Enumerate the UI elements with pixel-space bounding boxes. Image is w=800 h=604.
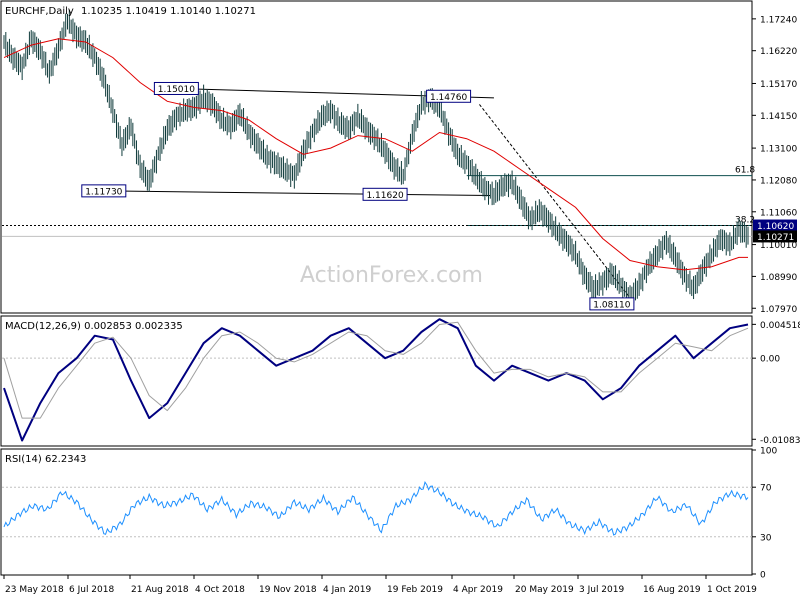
x-tick-label: 6 Jul 2018 (69, 585, 114, 595)
price-tick-label: 1.16220 (760, 47, 797, 57)
x-tick-label: 19 Feb 2019 (387, 585, 443, 595)
macd-series-layer (2, 318, 752, 442)
x-axis: 23 May 2018 6 Jul 2018 21 Aug 2018 4 Oct 20… (3, 575, 757, 595)
rsi-tick-label: 100 (760, 447, 777, 457)
price-label-box (153, 81, 199, 95)
price-tag-text: 1.10271 (757, 233, 794, 243)
rsi-series-layer (2, 481, 752, 538)
macd-panel: 0.004518 0.00 -0.010835 MACD(12,26,9) 0.00… (0, 315, 800, 447)
x-tick-label: 4 Oct 2018 (195, 585, 245, 595)
macd-signal-line (3, 321, 749, 419)
rsi-y-axis: 100 70 30 0 (752, 447, 777, 581)
moving-average-line (3, 38, 748, 271)
rsi-tick-label: 30 (760, 533, 772, 543)
price-label-text: 1.11730 (85, 187, 122, 197)
x-tick-label: 23 May 2018 (5, 585, 64, 595)
x-tick-label: 1 Oct 2019 (707, 585, 757, 595)
price-title: EURCHF,Daily 1.10235 1.10419 1.10140 1.1… (5, 6, 256, 17)
macd-tick-label: -0.010835 (760, 436, 800, 446)
macd-panel-frame (0, 315, 753, 447)
fib-level-label: 38.2 (735, 216, 755, 226)
price-tick-label: 1.12080 (760, 176, 797, 186)
price-label-text: 1.08110 (593, 300, 630, 310)
price-tick-label: 1.11060 (760, 208, 797, 218)
price-tick-label: 1.10010 (760, 241, 797, 251)
ohlc-readout: 1.10235 1.10419 1.10140 1.10271 (81, 6, 256, 17)
lower-trendline (103, 190, 491, 197)
price-label-text: 1.14760 (430, 93, 467, 103)
price-annotations-layer: 1.15010 1.14760 1.11730 1.11620 1.08110 1.106… (81, 81, 797, 311)
price-label-box (81, 184, 127, 198)
symbol-label: EURCHF,Daily (5, 6, 74, 17)
price-tag-text: 1.10620 (757, 222, 794, 232)
rsi-title: RSI(14) 62.2343 (5, 454, 86, 465)
fib-level-label: 61.8 (735, 166, 755, 176)
watermark: ActionForex.com (300, 263, 483, 288)
price-series-layer (3, 9, 749, 308)
price-panel-frame (0, 0, 753, 314)
x-tick-label: 3 Jul 2019 (579, 585, 624, 595)
price-label-box (362, 187, 408, 201)
price-tick-label: 1.15170 (760, 80, 797, 90)
price-label-text: 1.15010 (158, 85, 195, 95)
macd-line (3, 318, 749, 442)
x-tick-label: 4 Jan 2019 (323, 585, 371, 595)
price-lines-layer: 61.8 38.2 (2, 87, 755, 299)
x-tick-label: 16 Aug 2019 (643, 585, 701, 595)
price-label-box (589, 297, 635, 311)
macd-tick-label: 0.004518 (760, 321, 800, 331)
price-tag (753, 219, 797, 232)
macd-tick-label: 0.00 (760, 355, 780, 365)
price-tick-label: 1.17240 (760, 15, 797, 25)
rsi-line (3, 481, 749, 536)
dashed-downtrend (479, 104, 631, 299)
price-panel: ActionForex.com 1.172401.162201.151701.1… (0, 0, 797, 315)
rsi-tick-label: 70 (760, 484, 772, 494)
price-tick-label: 1.13100 (760, 145, 797, 155)
rsi-panel: 100 70 30 0 RSI(14) 62.2343 (0, 447, 777, 581)
x-tick-label: 19 Nov 2018 (259, 585, 317, 595)
macd-title: MACD(12,26,9) 0.002853 0.002335 (5, 321, 183, 332)
price-y-axis: 1.17240 1.16220 1.15170 1.14150 1.13100 1.120… (752, 15, 797, 315)
macd-y-axis: 0.004518 0.00 -0.010835 (752, 321, 800, 446)
price-label-box (426, 89, 472, 103)
price-tick-label: 1.07970 (760, 305, 797, 315)
price-label-text: 1.11620 (366, 191, 403, 201)
x-tick-label: 4 Apr 2019 (453, 585, 503, 595)
price-tick-label: 1.14150 (760, 112, 797, 122)
x-tick-label: 20 May 2019 (515, 585, 574, 595)
rsi-tick-label: 0 (760, 571, 766, 581)
price-tick-label: 1.08990 (760, 273, 797, 283)
rsi-panel-frame (0, 448, 753, 576)
x-tick-label: 21 Aug 2018 (131, 585, 189, 595)
price-tag (753, 230, 797, 243)
